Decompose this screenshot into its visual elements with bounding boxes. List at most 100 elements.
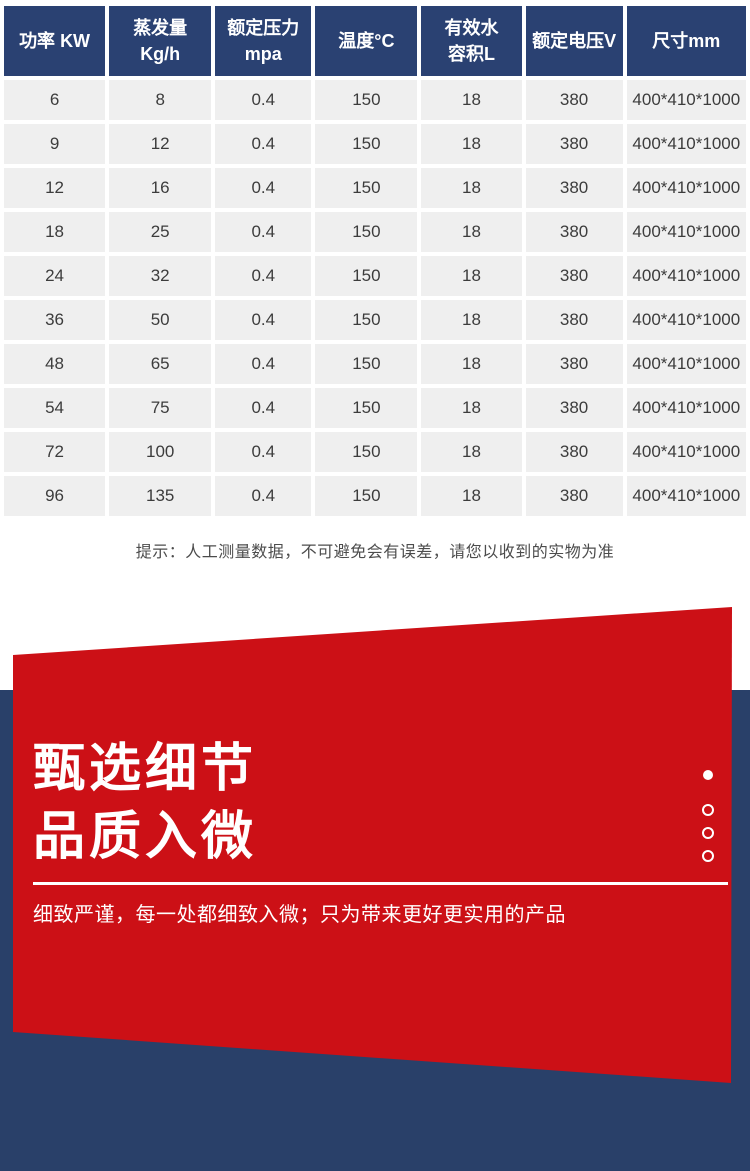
bullet-dot-outline-icon [702,827,714,839]
measurement-note: 提示：人工测量数据，不可避免会有误差，请您以收到的实物为准 [135,544,615,561]
table-cell: 18 [421,80,522,120]
table-cell: 150 [315,168,418,208]
banner-headline-line1: 甄选细节 [33,740,258,798]
table-cell: 400*410*1000 [626,388,746,428]
table-cell: 100 [109,432,212,472]
bullet-dot-solid-icon [703,770,713,780]
table-cell: 400*410*1000 [626,80,746,120]
table-cell: 400*410*1000 [626,256,746,296]
table-cell: 400*410*1000 [626,476,746,516]
table-cell: 18 [421,256,522,296]
table-row: 6 8 0.4 150 18 380 400*410*1000 [4,80,746,120]
banner-red-panel [13,607,732,1083]
table-row: 24 32 0.4 150 18 380 400*410*1000 [4,256,746,296]
table-header-row: 功率 KW 蒸发量 Kg/h 额定压力 mpa 温度°C 有效水 容积L 额定电… [4,6,746,76]
table-row: 9 12 0.4 150 18 380 400*410*1000 [4,124,746,164]
table-cell: 150 [315,124,418,164]
table-cell: 25 [109,212,212,252]
table-cell: 18 [421,212,522,252]
table-cell: 400*410*1000 [626,300,746,340]
table-cell: 0.4 [215,344,312,384]
table-cell: 0.4 [215,476,312,516]
table-cell: 75 [109,388,212,428]
table-cell: 9 [4,124,106,164]
table-cell: 0.4 [215,256,312,296]
table-cell: 18 [421,168,522,208]
table-cell: 12 [4,168,106,208]
table-cell: 380 [525,476,623,516]
header-temperature: 温度°C [315,6,418,76]
table-cell: 16 [109,168,212,208]
table-cell: 400*410*1000 [626,124,746,164]
table-cell: 150 [315,256,418,296]
bullet-dot-outline-icon [702,850,714,862]
header-voltage: 额定电压V [525,6,623,76]
table-cell: 380 [525,80,623,120]
header-water-volume: 有效水 容积L [421,6,522,76]
table-cell: 400*410*1000 [626,212,746,252]
table-cell: 18 [421,432,522,472]
table-row: 54 75 0.4 150 18 380 400*410*1000 [4,388,746,428]
table-cell: 50 [109,300,212,340]
table-cell: 18 [421,388,522,428]
table-cell: 150 [315,388,418,428]
table-cell: 380 [525,344,623,384]
table-cell: 96 [4,476,106,516]
spec-table-header: 功率 KW 蒸发量 Kg/h 额定压力 mpa 温度°C 有效水 容积L 额定电… [4,6,746,76]
table-cell: 135 [109,476,212,516]
table-cell: 0.4 [215,388,312,428]
banner-subtitle: 细致严谨，每一处都细致入微；只为带来更好更实用的产品 [33,904,566,926]
table-cell: 380 [525,256,623,296]
table-cell: 48 [4,344,106,384]
table-cell: 8 [109,80,212,120]
table-cell: 24 [4,256,106,296]
table-cell: 380 [525,168,623,208]
table-cell: 36 [4,300,106,340]
table-row: 18 25 0.4 150 18 380 400*410*1000 [4,212,746,252]
table-cell: 380 [525,432,623,472]
table-cell: 0.4 [215,168,312,208]
header-power: 功率 KW [4,6,106,76]
table-cell: 150 [315,80,418,120]
table-cell: 32 [109,256,212,296]
banner-divider-line [33,882,728,885]
table-cell: 400*410*1000 [626,168,746,208]
table-cell: 0.4 [215,124,312,164]
header-pressure: 额定压力 mpa [215,6,312,76]
table-cell: 18 [421,476,522,516]
table-cell: 0.4 [215,432,312,472]
table-cell: 380 [525,124,623,164]
table-cell: 6 [4,80,106,120]
promo-banner: 甄选细节 品质入微 细致严谨，每一处都细致入微；只为带来更好更实用的产品 [0,575,750,1171]
header-evaporation: 蒸发量 Kg/h [109,6,212,76]
table-cell: 18 [421,124,522,164]
spec-table-body: 6 8 0.4 150 18 380 400*410*1000 9 12 0.4 150 18 380 4… [4,80,746,516]
table-row: 36 50 0.4 150 18 380 400*410*1000 [4,300,746,340]
table-row: 72 100 0.4 150 18 380 400*410*1000 [4,432,746,472]
table-cell: 380 [525,212,623,252]
bullet-dot-outline-icon [702,804,714,816]
table-cell: 0.4 [215,80,312,120]
table-row: 48 65 0.4 150 18 380 400*410*1000 [4,344,746,384]
table-cell: 0.4 [215,300,312,340]
table-cell: 18 [4,212,106,252]
table-cell: 400*410*1000 [626,432,746,472]
table-cell: 0.4 [215,212,312,252]
spec-table: 功率 KW 蒸发量 Kg/h 额定压力 mpa 温度°C 有效水 容积L 额定电… [0,2,750,520]
header-dimensions: 尺寸mm [626,6,746,76]
table-cell: 380 [525,388,623,428]
table-cell: 54 [4,388,106,428]
table-cell: 72 [4,432,106,472]
table-cell: 18 [421,300,522,340]
table-cell: 150 [315,344,418,384]
table-cell: 400*410*1000 [626,344,746,384]
banner-headline: 甄选细节 品质入微 [33,735,257,871]
table-cell: 18 [421,344,522,384]
table-cell: 150 [315,432,418,472]
table-cell: 150 [315,476,418,516]
table-cell: 150 [315,300,418,340]
table-cell: 150 [315,212,418,252]
table-cell: 12 [109,124,212,164]
table-row: 96 135 0.4 150 18 380 400*410*1000 [4,476,746,516]
